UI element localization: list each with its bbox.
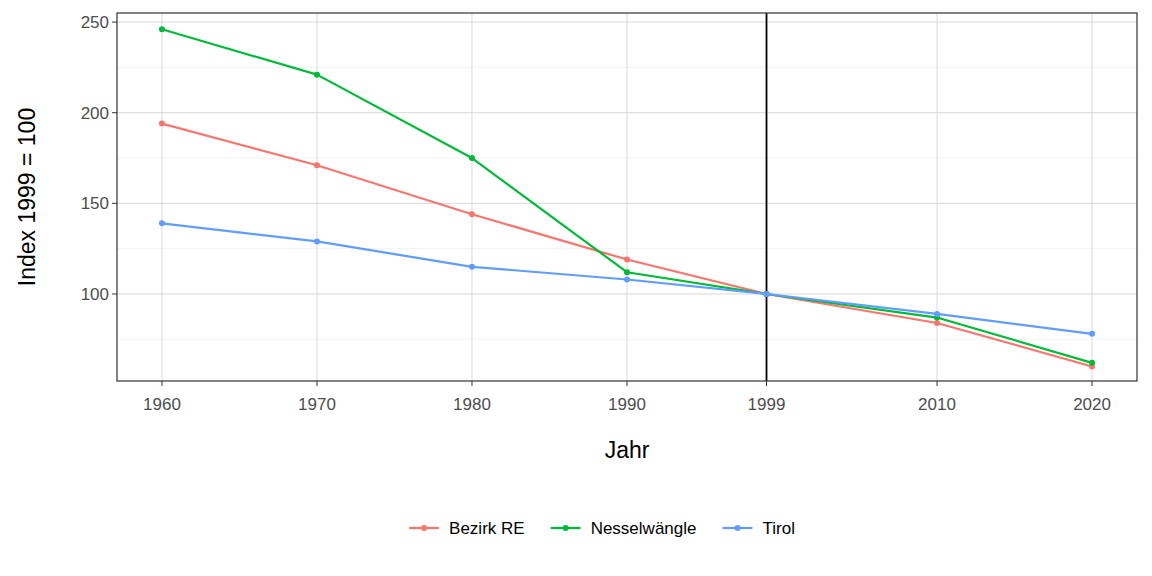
chart-container: 100 150 200 250 1960 1970 1980 1990 1999 2010 2020… [0, 0, 1152, 576]
x-tick-label: 1960 [143, 395, 181, 414]
legend-label: Nesselwängle [591, 519, 697, 538]
legend-key-point [734, 525, 740, 531]
series-point [764, 291, 770, 297]
x-axis-title: Jahr [605, 437, 650, 463]
legend-key-point [421, 525, 427, 531]
plot-data [159, 26, 1095, 369]
x-tick [937, 381, 938, 386]
y-axis-title: Index 1999 = 100 [14, 108, 40, 286]
x-grid-line [766, 13, 767, 381]
series-point [934, 320, 940, 326]
series-line [162, 124, 1092, 367]
series-point [159, 121, 165, 127]
series-point [764, 291, 770, 297]
chart-svg: 100 150 200 250 1960 1970 1980 1990 1999 2010 2020… [0, 0, 1152, 576]
y-tick [112, 112, 117, 113]
series-point [624, 257, 630, 263]
series-point [934, 311, 940, 317]
legend-item: Nesselwängle [551, 519, 697, 538]
x-tick-label: 1980 [453, 395, 491, 414]
legend-item: Tirol [722, 519, 794, 538]
background [0, 0, 1152, 576]
grid [117, 13, 1137, 381]
y-tick [112, 22, 117, 23]
series-point [314, 72, 320, 78]
series-line [162, 29, 1092, 363]
x-grid-line [627, 13, 628, 381]
legend-key-point [563, 525, 569, 531]
x-grid-line [161, 13, 162, 381]
x-tick [161, 381, 162, 386]
y-tick-label: 100 [81, 285, 109, 304]
series-point [624, 276, 630, 282]
series-point [469, 211, 475, 217]
x-tick [316, 381, 317, 386]
x-tick-label: 1990 [608, 395, 646, 414]
x-grid-line [471, 13, 472, 381]
y-tick-label: 150 [81, 194, 109, 213]
x-tick-label: 1970 [298, 395, 336, 414]
x-grid-line [316, 13, 317, 381]
legend: Bezirk RE Nesselwängle Tirol [409, 519, 795, 538]
y-tick [112, 293, 117, 294]
x-tick [1092, 381, 1093, 386]
plot-frame [117, 13, 1137, 381]
series-point [159, 220, 165, 226]
series-point [469, 264, 475, 270]
y-tick-label: 250 [81, 13, 109, 32]
series-point [1089, 360, 1095, 366]
x-tick-label: 1999 [748, 395, 786, 414]
x-tick-label: 2010 [918, 395, 956, 414]
series-point [314, 238, 320, 244]
x-tick-label: 2020 [1073, 395, 1111, 414]
y-tick-label: 200 [81, 104, 109, 123]
x-tick [766, 381, 767, 386]
x-tick [471, 381, 472, 386]
series-point [314, 162, 320, 168]
series-point [624, 269, 630, 275]
series-point [1089, 331, 1095, 337]
y-tick [112, 203, 117, 204]
x-tick [627, 381, 628, 386]
legend-label: Tirol [762, 519, 794, 538]
x-grid-line [1092, 13, 1093, 381]
reference-line [766, 13, 768, 381]
series-line [162, 223, 1092, 334]
legend-label: Bezirk RE [449, 519, 525, 538]
series-point [469, 155, 475, 161]
series-point [159, 26, 165, 32]
series-point [764, 291, 770, 297]
legend-item: Bezirk RE [409, 519, 525, 538]
